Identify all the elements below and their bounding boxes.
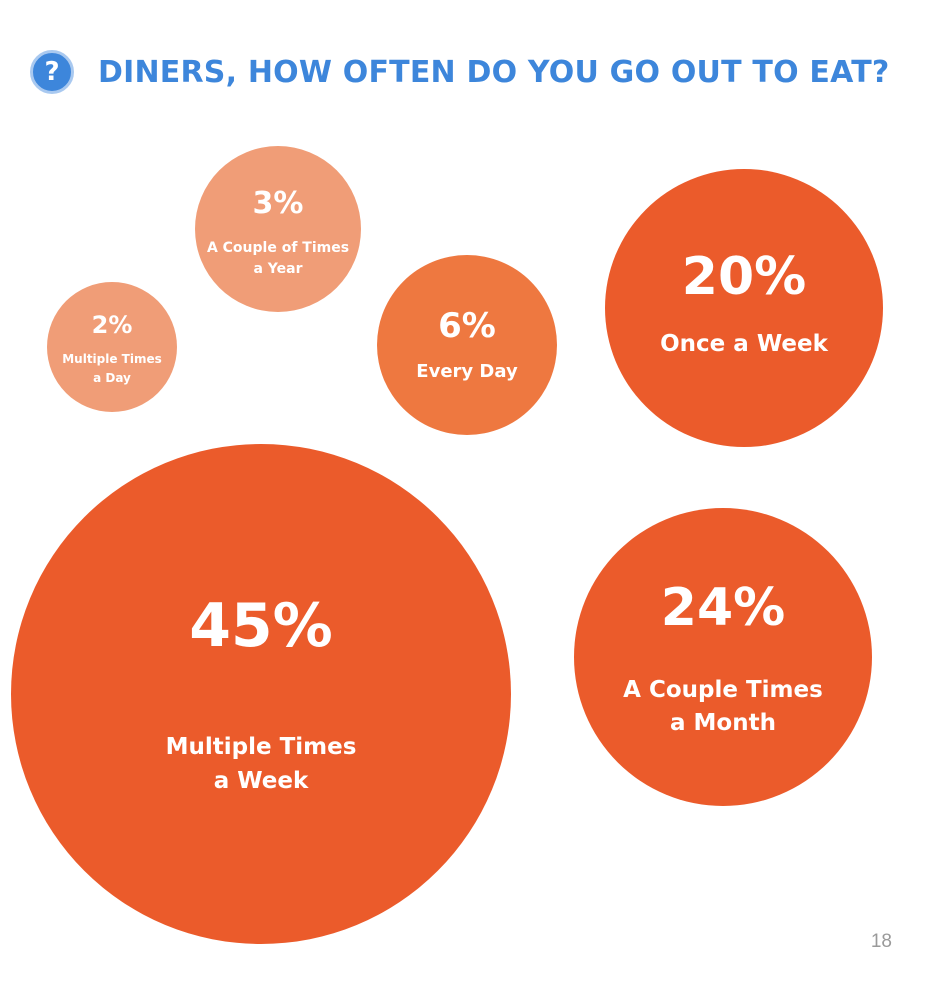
question-mark-icon: ?	[30, 50, 74, 94]
bubble-value-label: 24%	[661, 578, 785, 638]
bubble-multiple-times-a-day: 2% Multiple Times a Day	[47, 282, 177, 412]
bubble-a-couple-times-a-month: 24% A Couple Times a Month	[574, 508, 872, 806]
bubble-category-label: Every Day	[416, 361, 518, 382]
bubble-value-label: 20%	[682, 247, 806, 307]
bubble-circle	[195, 146, 361, 312]
bubble-category-label: Once a Week	[660, 331, 828, 357]
bubble-circle	[11, 444, 511, 944]
bubble-value-label: 6%	[438, 306, 496, 346]
bubble-category-label: a Day	[93, 371, 131, 385]
bubble-category-label: Multiple Times	[62, 352, 162, 366]
bubble-circle	[47, 282, 177, 412]
bubble-value-label: 2%	[92, 311, 133, 339]
bubble-circle	[377, 255, 557, 435]
bubble-every-day: 6% Every Day	[377, 255, 557, 435]
bubble-circle	[605, 169, 883, 447]
bubble-category-label: A Couple of Times	[207, 240, 349, 256]
bubble-category-label: Multiple Times	[166, 734, 357, 760]
chart-title: DINERS, HOW OFTEN DO YOU GO OUT TO EAT?	[98, 54, 890, 90]
bubble-category-label: a Month	[670, 710, 776, 736]
bubble-value-label: 45%	[189, 591, 333, 661]
bubble-category-label: a Year	[253, 261, 302, 277]
chart-header: ? DINERS, HOW OFTEN DO YOU GO OUT TO EAT…	[30, 48, 889, 96]
bubble-multiple-times-a-week: 45% Multiple Times a Week	[11, 444, 511, 944]
bubble-category-label: A Couple Times	[623, 677, 823, 703]
bubble-once-a-week: 20% Once a Week	[605, 169, 883, 447]
bubble-circle	[574, 508, 872, 806]
bubble-value-label: 3%	[253, 186, 304, 221]
bubble-category-label: a Week	[214, 768, 309, 794]
page-number: 18	[870, 931, 892, 952]
bubble-a-couple-of-times-a-year: 3% A Couple of Times a Year	[195, 146, 361, 312]
